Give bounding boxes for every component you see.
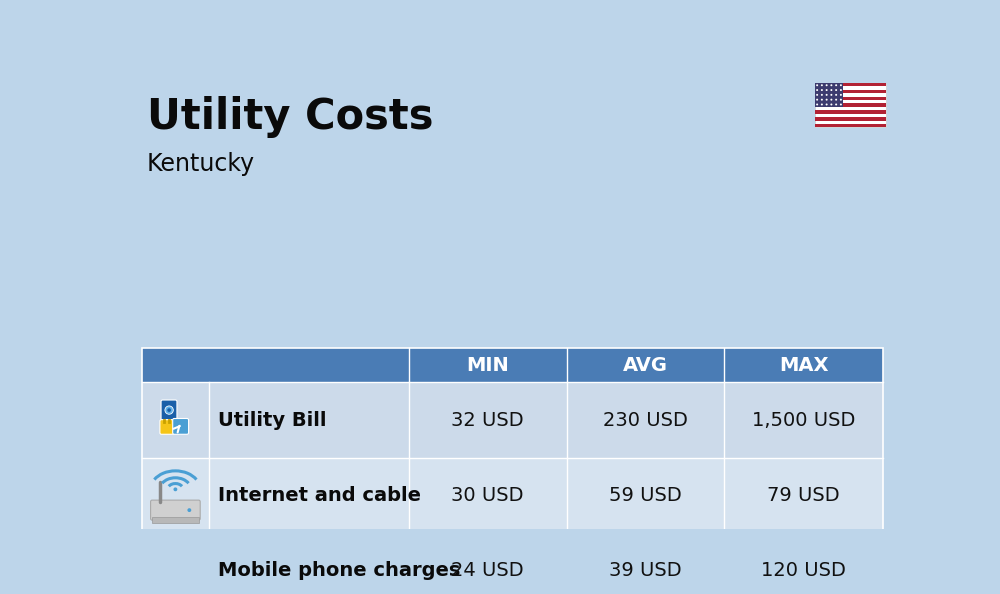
Circle shape xyxy=(826,99,828,100)
Circle shape xyxy=(826,103,828,106)
Text: MIN: MIN xyxy=(466,356,509,375)
Text: Utility Bill: Utility Bill xyxy=(218,410,327,429)
FancyBboxPatch shape xyxy=(815,83,886,128)
Circle shape xyxy=(830,103,832,106)
FancyBboxPatch shape xyxy=(179,565,184,571)
Text: Internet and cable: Internet and cable xyxy=(218,486,421,505)
FancyBboxPatch shape xyxy=(160,419,175,434)
FancyBboxPatch shape xyxy=(815,83,886,86)
Circle shape xyxy=(835,94,837,96)
FancyBboxPatch shape xyxy=(815,117,886,121)
Text: Kentucky: Kentucky xyxy=(147,152,255,176)
Text: 120 USD: 120 USD xyxy=(761,561,846,580)
Circle shape xyxy=(167,408,171,412)
Circle shape xyxy=(840,103,842,106)
Text: 1,500 USD: 1,500 USD xyxy=(752,410,855,429)
Text: 39 USD: 39 USD xyxy=(609,561,682,580)
FancyBboxPatch shape xyxy=(166,573,171,579)
FancyBboxPatch shape xyxy=(166,565,171,571)
Circle shape xyxy=(830,84,832,86)
FancyBboxPatch shape xyxy=(142,383,883,458)
FancyBboxPatch shape xyxy=(142,458,883,533)
FancyBboxPatch shape xyxy=(161,546,189,594)
Circle shape xyxy=(840,99,842,100)
Circle shape xyxy=(835,89,837,91)
Circle shape xyxy=(826,84,828,86)
Circle shape xyxy=(835,103,837,106)
FancyBboxPatch shape xyxy=(152,517,199,523)
FancyBboxPatch shape xyxy=(151,500,200,520)
Text: 59 USD: 59 USD xyxy=(609,486,682,505)
Circle shape xyxy=(816,103,818,106)
Circle shape xyxy=(821,84,823,86)
Circle shape xyxy=(816,94,818,96)
Circle shape xyxy=(826,89,828,91)
Circle shape xyxy=(835,84,837,86)
Circle shape xyxy=(187,508,191,512)
FancyBboxPatch shape xyxy=(166,558,171,563)
Text: MAX: MAX xyxy=(779,356,828,375)
Circle shape xyxy=(840,89,842,91)
Circle shape xyxy=(816,89,818,91)
FancyBboxPatch shape xyxy=(815,97,886,100)
Circle shape xyxy=(821,94,823,96)
Circle shape xyxy=(830,94,832,96)
Circle shape xyxy=(821,99,823,100)
FancyBboxPatch shape xyxy=(166,553,185,586)
FancyBboxPatch shape xyxy=(173,558,178,563)
FancyBboxPatch shape xyxy=(173,573,178,579)
FancyBboxPatch shape xyxy=(815,83,843,107)
FancyBboxPatch shape xyxy=(142,533,883,594)
Circle shape xyxy=(821,89,823,91)
Circle shape xyxy=(840,94,842,96)
Text: AVG: AVG xyxy=(623,356,668,375)
FancyBboxPatch shape xyxy=(815,124,886,128)
Circle shape xyxy=(816,99,818,100)
Circle shape xyxy=(840,84,842,86)
Text: 230 USD: 230 USD xyxy=(603,410,688,429)
Circle shape xyxy=(165,406,173,414)
Text: Utility Costs: Utility Costs xyxy=(147,96,433,138)
Circle shape xyxy=(830,99,832,100)
Text: 30 USD: 30 USD xyxy=(451,486,524,505)
FancyBboxPatch shape xyxy=(815,110,886,113)
FancyBboxPatch shape xyxy=(142,348,883,383)
FancyBboxPatch shape xyxy=(815,103,886,107)
Text: 79 USD: 79 USD xyxy=(767,486,840,505)
Circle shape xyxy=(821,103,823,106)
Text: 24 USD: 24 USD xyxy=(451,561,524,580)
Circle shape xyxy=(816,84,818,86)
Circle shape xyxy=(173,488,177,491)
FancyBboxPatch shape xyxy=(173,419,189,434)
FancyBboxPatch shape xyxy=(179,573,184,579)
FancyBboxPatch shape xyxy=(815,90,886,93)
Circle shape xyxy=(173,587,177,590)
Circle shape xyxy=(826,94,828,96)
Text: 32 USD: 32 USD xyxy=(451,410,524,429)
Text: Mobile phone charges: Mobile phone charges xyxy=(218,561,460,580)
FancyBboxPatch shape xyxy=(161,400,177,421)
FancyBboxPatch shape xyxy=(173,565,178,571)
Circle shape xyxy=(830,89,832,91)
Circle shape xyxy=(835,99,837,100)
FancyBboxPatch shape xyxy=(179,558,184,563)
